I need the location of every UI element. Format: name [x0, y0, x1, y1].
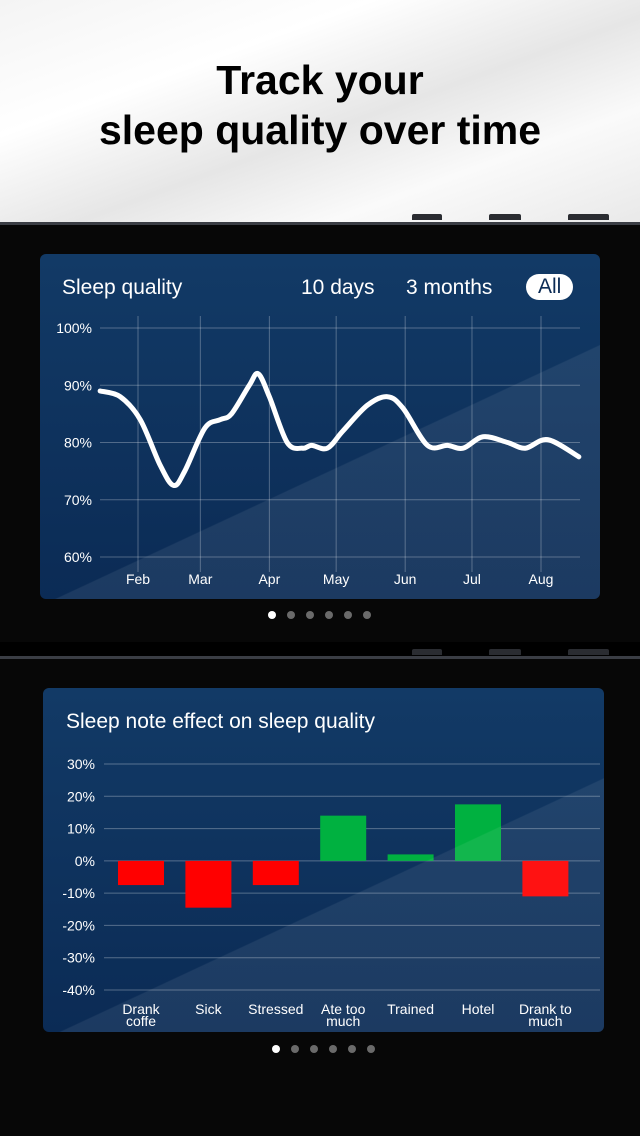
headline-line-1: Track your	[216, 57, 424, 103]
sleep-quality-line-chart: 100% 90% 80% 70% 60% Feb Mar Apr May Jun Jul Aug	[56, 316, 582, 587]
y-tick-label: 80%	[64, 435, 92, 451]
bar	[387, 854, 434, 861]
panel-title: Sleep quality	[62, 276, 183, 299]
headline: Track your sleep quality over time	[0, 55, 640, 155]
y-tick-label: 70%	[64, 492, 92, 508]
x-tick-label-line: Trained	[387, 1001, 434, 1017]
bar	[522, 860, 569, 897]
x-tick-label-line: Drank to	[519, 1001, 572, 1017]
x-tick-label: Trained	[387, 1001, 434, 1017]
page-dot[interactable]	[363, 611, 371, 619]
page-dot[interactable]	[306, 611, 314, 619]
range-all[interactable]: All	[526, 274, 574, 300]
y-tick-label: 30%	[67, 756, 95, 772]
bar	[118, 860, 164, 886]
page-dot[interactable]	[344, 611, 352, 619]
x-tick-label: Drank to much	[519, 1001, 572, 1029]
phone-button	[489, 649, 521, 655]
page-dot[interactable]	[272, 1045, 280, 1053]
range-3-months[interactable]: 3 months	[406, 276, 493, 299]
sleep-note-bar-chart: 30% 20% 10% 0% -10% -20% -30% -40% Drank coffe Sic…	[62, 756, 600, 1029]
x-tick-label: Mar	[188, 571, 212, 587]
y-tick-label: 0%	[75, 853, 95, 869]
bar	[252, 860, 299, 886]
bar	[455, 804, 501, 861]
x-tick-label: Stressed	[248, 1001, 303, 1017]
x-tick-label: Apr	[258, 571, 280, 587]
phone-button	[568, 214, 609, 220]
x-tick-label: May	[323, 571, 349, 587]
y-tick-label: 20%	[67, 788, 95, 804]
phone-button	[568, 649, 609, 655]
panel-title: Sleep note effect on sleep quality	[66, 710, 376, 733]
x-tick-label-line: coffe	[126, 1013, 156, 1029]
x-tick-label-line: Hotel	[462, 1001, 495, 1017]
headline-line-2: sleep quality over time	[98, 107, 542, 153]
bar	[185, 860, 232, 908]
bar	[320, 815, 367, 861]
range-10-days[interactable]: 10 days	[301, 276, 375, 299]
phone-button	[412, 649, 442, 655]
x-tick-label: Aug	[529, 571, 554, 587]
page-indicator[interactable]	[268, 611, 371, 619]
page-dot[interactable]	[291, 1045, 299, 1053]
sleep-quality-panel: Sleep quality 10 days 3 months All 100% 9…	[40, 254, 600, 599]
page-dot[interactable]	[367, 1045, 375, 1053]
y-tick-label: -10%	[62, 885, 95, 901]
phone-button	[489, 214, 521, 220]
page-indicator[interactable]	[272, 1045, 375, 1053]
page-dot[interactable]	[287, 611, 295, 619]
x-tick-label: Sick	[195, 1001, 222, 1017]
x-tick-label: Feb	[126, 571, 150, 587]
phone-button	[412, 214, 442, 220]
silk-background	[0, 0, 640, 222]
x-tick-label-line: Sick	[195, 1001, 222, 1017]
x-tick-label: Hotel	[462, 1001, 495, 1017]
x-tick-label: Jun	[394, 571, 417, 587]
y-tick-label: 90%	[64, 377, 92, 393]
sleep-quality-series-line	[97, 371, 582, 488]
y-tick-label: 60%	[64, 549, 92, 565]
x-tick-label-line: much	[528, 1013, 562, 1029]
y-tick-label: 10%	[67, 821, 95, 837]
page-dot[interactable]	[348, 1045, 356, 1053]
sleep-note-panel: Sleep note effect on sleep quality 30% 20…	[43, 688, 604, 1032]
y-tick-label: -30%	[62, 950, 95, 966]
x-tick-label-line: much	[326, 1013, 360, 1029]
x-tick-label: Jul	[463, 571, 481, 587]
y-tick-label: -20%	[62, 917, 95, 933]
y-tick-label: 100%	[56, 320, 92, 336]
y-tick-label: -40%	[62, 982, 95, 998]
page-dot[interactable]	[325, 611, 333, 619]
page-dot[interactable]	[329, 1045, 337, 1053]
x-tick-label: Ate too much	[321, 1001, 366, 1029]
x-tick-label-line: Stressed	[248, 1001, 303, 1017]
x-tick-label-line: Drank	[122, 1001, 160, 1017]
page-dot[interactable]	[310, 1045, 318, 1053]
x-tick-label-line: Ate too	[321, 1001, 366, 1017]
x-tick-label: Drank coffe	[122, 1001, 160, 1029]
page-dot[interactable]	[268, 611, 276, 619]
